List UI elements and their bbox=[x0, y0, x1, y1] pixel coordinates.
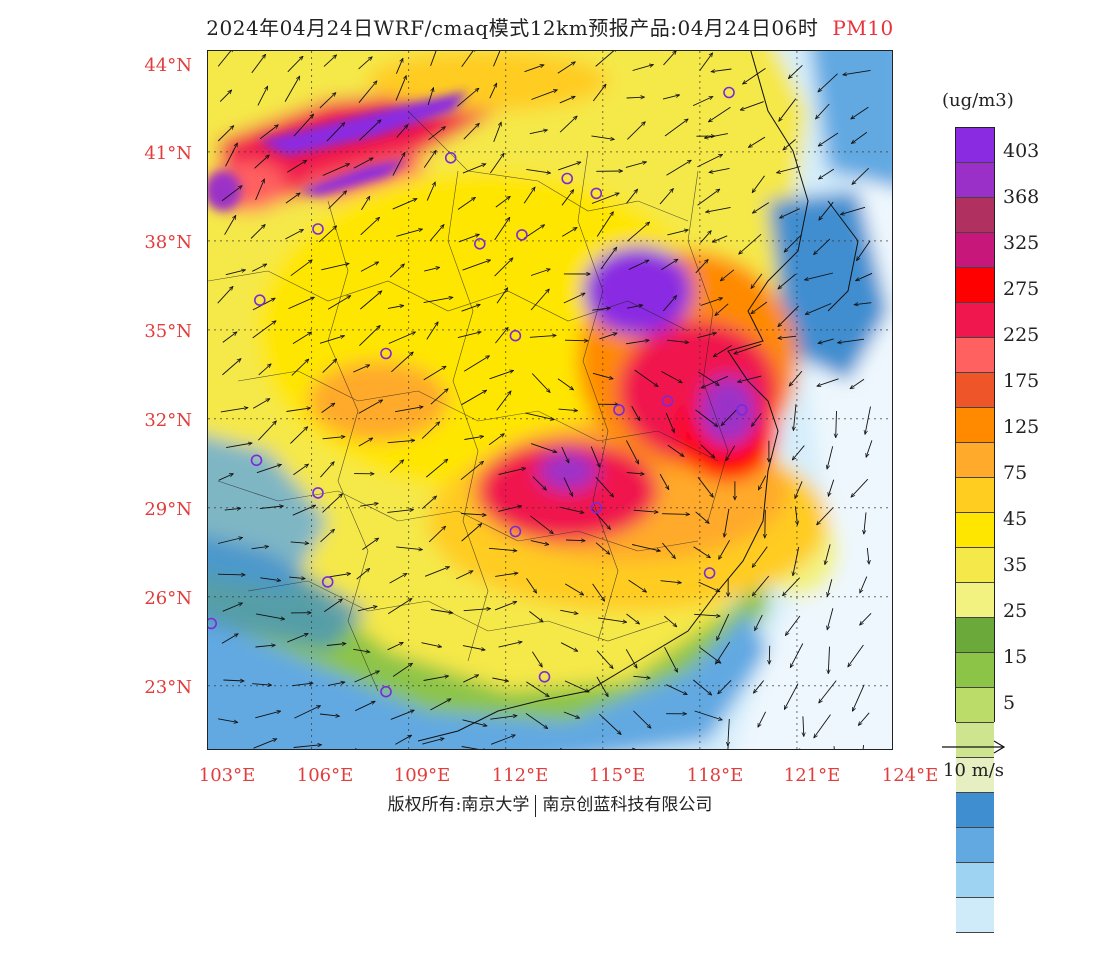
credit-right: 南京创蓝科技有限公司 bbox=[542, 795, 712, 815]
lat-label-41: 41°N bbox=[130, 143, 192, 164]
credit-separator bbox=[535, 795, 536, 817]
wind-arrow bbox=[769, 646, 770, 665]
lat-label-32: 32°N bbox=[130, 410, 192, 431]
colorbar-swatch bbox=[956, 163, 994, 198]
colorbar-swatch bbox=[956, 128, 994, 163]
colorbar-label: 403 bbox=[1003, 140, 1039, 162]
pollutant-label: PM10 bbox=[832, 16, 893, 40]
credit-left: 版权所有:南京大学 bbox=[388, 795, 530, 815]
colorbar-swatch bbox=[956, 338, 994, 373]
colorbar-swatch bbox=[956, 618, 994, 653]
colorbar-label: 175 bbox=[1003, 370, 1039, 392]
legend-unit: (ug/m3) bbox=[942, 90, 1014, 111]
colorbar-label: 368 bbox=[1003, 186, 1039, 208]
wind-reference-label: 10 m/s bbox=[943, 760, 1004, 781]
pm10-map bbox=[207, 50, 893, 750]
lon-label-106: 106°E bbox=[285, 765, 365, 786]
colorbar-swatch bbox=[956, 828, 994, 863]
lon-label-103: 103°E bbox=[187, 765, 267, 786]
colorbar-swatch bbox=[956, 478, 994, 513]
chart-title: 2024年04月24日WRF/cmaq模式12km预报产品:04月24日06时 P… bbox=[0, 12, 1100, 41]
colorbar-label: 25 bbox=[1003, 600, 1027, 622]
wind-arrow bbox=[765, 510, 766, 538]
colorbar-label: 35 bbox=[1003, 554, 1027, 576]
lat-label-35: 35°N bbox=[130, 321, 192, 342]
colorbar-label: 275 bbox=[1003, 278, 1039, 300]
lon-label-121: 121°E bbox=[772, 765, 852, 786]
lat-label-26: 26°N bbox=[130, 588, 192, 609]
lon-label-118: 118°E bbox=[675, 765, 755, 786]
colorbar-label: 15 bbox=[1003, 646, 1027, 668]
credit-line: 版权所有:南京大学南京创蓝科技有限公司 bbox=[0, 790, 1100, 817]
colorbar-swatch bbox=[956, 583, 994, 618]
colorbar-label: 75 bbox=[1003, 462, 1027, 484]
colorbar-label: 325 bbox=[1003, 232, 1039, 254]
colorbar-swatch bbox=[956, 373, 994, 408]
colorbar-swatch bbox=[956, 268, 994, 303]
colorbar-swatch bbox=[956, 303, 994, 338]
colorbar-label: 45 bbox=[1003, 508, 1027, 530]
lat-label-44: 44°N bbox=[130, 55, 192, 76]
colorbar-swatch bbox=[956, 233, 994, 268]
colorbar-swatch bbox=[956, 688, 994, 723]
lon-label-124: 124°E bbox=[870, 765, 950, 786]
concentration-field bbox=[208, 51, 893, 750]
colorbar-label: 125 bbox=[1003, 416, 1039, 438]
lat-label-23: 23°N bbox=[130, 677, 192, 698]
colorbar-swatch bbox=[956, 408, 994, 443]
lon-label-115: 115°E bbox=[577, 765, 657, 786]
colorbar-swatch bbox=[956, 933, 994, 968]
colorbar-swatch bbox=[956, 863, 994, 898]
colorbar-label: 225 bbox=[1003, 324, 1039, 346]
colorbar bbox=[955, 127, 995, 722]
colorbar-swatch bbox=[956, 198, 994, 233]
title-text: 2024年04月24日WRF/cmaq模式12km预报产品:04月24日06时 bbox=[206, 16, 818, 40]
lat-label-38: 38°N bbox=[130, 232, 192, 253]
lon-label-109: 109°E bbox=[382, 765, 462, 786]
lon-label-112: 112°E bbox=[480, 765, 560, 786]
colorbar-swatch bbox=[956, 513, 994, 548]
colorbar-swatch bbox=[956, 443, 994, 478]
colorbar-swatch bbox=[956, 898, 994, 933]
colorbar-label: 5 bbox=[1003, 692, 1015, 714]
lat-label-29: 29°N bbox=[130, 499, 192, 520]
wind-reference-arrow bbox=[940, 735, 1010, 759]
wind-arrow bbox=[565, 340, 588, 341]
colorbar-swatch bbox=[956, 653, 994, 688]
colorbar-swatch bbox=[956, 548, 994, 583]
